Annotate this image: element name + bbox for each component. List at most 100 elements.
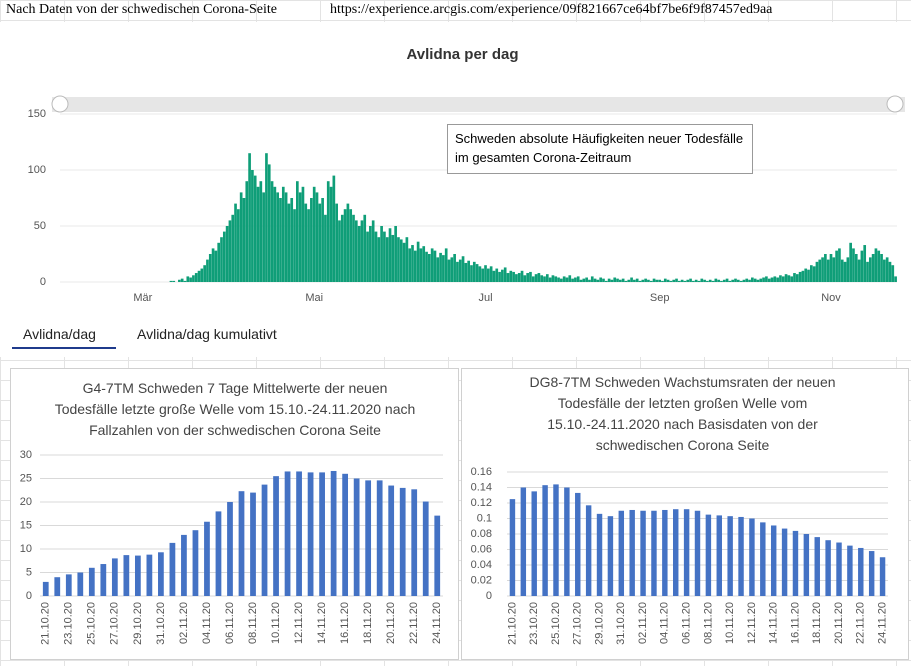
bar bbox=[262, 192, 265, 282]
bar bbox=[279, 198, 282, 282]
bar bbox=[183, 280, 187, 282]
bar bbox=[340, 214, 344, 282]
bar bbox=[607, 278, 611, 282]
bar bbox=[706, 280, 709, 282]
bar bbox=[489, 266, 493, 282]
bar bbox=[621, 278, 625, 282]
x-tick-label: 04.11.20 bbox=[659, 602, 671, 644]
bar bbox=[694, 510, 701, 596]
bar bbox=[281, 186, 285, 282]
bar bbox=[377, 237, 381, 282]
bar bbox=[251, 170, 254, 282]
bar bbox=[534, 274, 538, 282]
bar bbox=[369, 226, 372, 282]
bar bbox=[705, 514, 712, 596]
bar bbox=[585, 505, 592, 596]
bar bbox=[366, 231, 369, 282]
bar bbox=[557, 277, 560, 282]
bar bbox=[217, 242, 221, 282]
x-tick-label: 25.10.20 bbox=[550, 602, 562, 645]
bar bbox=[100, 564, 107, 596]
bar bbox=[484, 265, 487, 282]
dashboard-panel bbox=[0, 22, 911, 357]
bar bbox=[319, 472, 325, 596]
bar bbox=[531, 491, 537, 596]
bar bbox=[296, 471, 302, 596]
bar bbox=[206, 259, 209, 282]
bar bbox=[376, 480, 383, 596]
bar bbox=[273, 186, 277, 282]
bar bbox=[891, 265, 895, 282]
y-tick-label: 100 bbox=[28, 164, 46, 176]
bar bbox=[700, 278, 704, 282]
bar bbox=[365, 480, 372, 596]
bar bbox=[225, 226, 229, 282]
bar bbox=[588, 279, 591, 282]
bar bbox=[397, 237, 400, 282]
bar bbox=[571, 278, 574, 282]
slider-handle[interactable] bbox=[886, 95, 904, 113]
x-tick-label: 04.11.20 bbox=[201, 602, 213, 644]
bar bbox=[123, 555, 130, 596]
y-tick-label: 10 bbox=[20, 543, 32, 555]
bar bbox=[736, 279, 740, 282]
bar bbox=[481, 268, 485, 282]
bar bbox=[428, 254, 431, 282]
bar bbox=[434, 515, 441, 596]
bar bbox=[413, 250, 417, 282]
bar bbox=[374, 231, 378, 282]
annotation: Schweden absolute Häufigkeiten neuer Tod… bbox=[447, 124, 753, 174]
bar bbox=[640, 510, 646, 596]
bar bbox=[169, 542, 176, 596]
y-tick-label: 0.08 bbox=[471, 528, 492, 540]
bar bbox=[773, 276, 777, 282]
bar bbox=[321, 198, 324, 282]
bar bbox=[627, 279, 631, 282]
bar bbox=[231, 214, 235, 282]
bar bbox=[77, 572, 84, 596]
chart-title: DG8-7TM Schweden Wachstumsraten der neue… bbox=[529, 374, 836, 453]
y-tick-label: 0.02 bbox=[471, 574, 492, 586]
bar bbox=[214, 250, 218, 282]
bar bbox=[388, 228, 392, 282]
bar bbox=[812, 266, 816, 282]
bar bbox=[880, 254, 883, 282]
bar bbox=[486, 268, 490, 282]
tab[interactable]: Avlidna/dag bbox=[23, 326, 96, 342]
y-tick-label: 5 bbox=[26, 566, 32, 578]
y-tick-label: 0 bbox=[40, 276, 46, 288]
x-tick-label: 08.11.20 bbox=[247, 602, 259, 644]
bar bbox=[111, 558, 118, 596]
bar bbox=[742, 279, 746, 282]
bar bbox=[422, 246, 426, 282]
bar bbox=[738, 516, 744, 596]
y-tick-label: 50 bbox=[34, 220, 46, 232]
x-tick-label: 20.11.20 bbox=[385, 602, 397, 644]
range-slider[interactable] bbox=[52, 97, 905, 112]
bar bbox=[467, 260, 471, 282]
bar bbox=[629, 509, 635, 596]
tab[interactable]: Avlidna/dag kumulativt bbox=[137, 326, 277, 342]
y-tick-label: 0.06 bbox=[471, 543, 492, 555]
bar bbox=[720, 280, 723, 282]
bar bbox=[495, 268, 499, 282]
bar bbox=[178, 279, 181, 282]
bar bbox=[509, 270, 513, 282]
bar bbox=[520, 270, 524, 282]
bar bbox=[315, 192, 319, 282]
x-tick-label: 31.10.20 bbox=[615, 602, 627, 645]
bar bbox=[574, 277, 577, 282]
slider-handle[interactable] bbox=[51, 95, 69, 113]
bar bbox=[267, 164, 271, 282]
bar bbox=[675, 278, 678, 282]
x-tick-label: 18.11.20 bbox=[362, 602, 374, 644]
bar bbox=[852, 248, 855, 282]
bar bbox=[857, 259, 861, 282]
x-tick-label: 06.11.20 bbox=[681, 602, 693, 644]
bar bbox=[458, 259, 462, 282]
bar bbox=[716, 515, 722, 596]
bar bbox=[470, 265, 473, 282]
bar bbox=[478, 266, 482, 282]
x-tick-label: 14.11.20 bbox=[316, 602, 328, 644]
bar bbox=[854, 254, 858, 282]
